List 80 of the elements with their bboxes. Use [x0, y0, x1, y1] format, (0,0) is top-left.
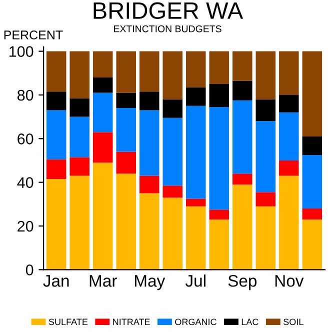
bar: [209, 210, 230, 220]
bar: [186, 51, 206, 88]
bar: [256, 206, 276, 270]
bar: [232, 184, 252, 270]
bar: [139, 110, 160, 176]
bar: [279, 94, 299, 112]
bar: [302, 136, 322, 156]
x-tick-label: May: [134, 275, 166, 290]
x-tick-label: Jul: [185, 274, 206, 287]
bar: [186, 106, 206, 199]
bar: [162, 99, 183, 118]
legend-label: SOIL: [284, 318, 304, 326]
y-tick-label: 40: [17, 177, 34, 188]
bar: [139, 51, 160, 92]
x-tick-label: Mar: [90, 275, 117, 287]
bar: [46, 179, 66, 270]
bar: [302, 208, 322, 220]
bar: [92, 51, 113, 78]
bar: [209, 51, 230, 84]
y-tick-label: 80: [18, 90, 34, 101]
bar: [302, 155, 322, 209]
bar: [116, 51, 136, 93]
chart-subtitle: EXTINCTION BUDGETS: [114, 25, 222, 32]
y-tick-label: 100: [10, 46, 34, 57]
bar: [209, 219, 230, 270]
bar: [70, 51, 90, 98]
bar: [139, 193, 160, 270]
bar: [186, 87, 206, 106]
y-axis-title: PERCENT: [4, 30, 63, 40]
bar: [139, 92, 160, 110]
legend-label: ORGANIC: [175, 318, 216, 326]
bar: [70, 176, 90, 270]
bar: [46, 51, 66, 92]
bar: [302, 219, 322, 270]
bar: [116, 92, 136, 108]
bar: [70, 157, 90, 176]
bar: [46, 110, 66, 160]
bar: [92, 77, 113, 93]
bar: [186, 206, 206, 270]
bar: [70, 116, 90, 158]
y-tick-label: 60: [18, 134, 34, 144]
bar: [279, 112, 299, 160]
bar: [92, 162, 113, 270]
bar: [302, 51, 322, 136]
bar: [209, 84, 230, 107]
y-tick-label: 20: [18, 220, 34, 232]
bar: [116, 174, 136, 270]
x-tick-label: Jan: [43, 275, 69, 287]
bar: [186, 198, 206, 206]
legend-label: LAC: [242, 318, 258, 326]
y-tick-label: 0: [26, 264, 34, 276]
bar: [232, 100, 252, 174]
bar: [116, 152, 136, 174]
bar: [279, 51, 299, 95]
bar: [232, 51, 252, 81]
chart-title: BRIDGER WA: [94, 2, 244, 20]
bar: [46, 159, 66, 180]
bar: [162, 186, 183, 198]
x-tick-label: Sep: [228, 274, 257, 290]
bar: [256, 192, 276, 206]
bar: [139, 176, 160, 194]
bar: [116, 108, 136, 152]
bar: [46, 92, 66, 110]
bar: [232, 80, 252, 100]
legend-label: SULFATE: [48, 318, 88, 326]
bar: [256, 51, 276, 100]
x-tick-label: Nov: [275, 275, 304, 287]
bar: [92, 92, 113, 132]
bar: [256, 99, 276, 122]
bar: [232, 174, 252, 184]
bar: [256, 121, 276, 192]
legend-label: NITRATE: [113, 318, 150, 325]
bar: [279, 160, 299, 176]
bar: [162, 118, 183, 186]
bar: [209, 106, 230, 210]
bar: [279, 176, 299, 270]
bar: [162, 198, 183, 270]
bar: [92, 132, 113, 163]
bar: [70, 98, 90, 117]
bar: [162, 51, 183, 100]
